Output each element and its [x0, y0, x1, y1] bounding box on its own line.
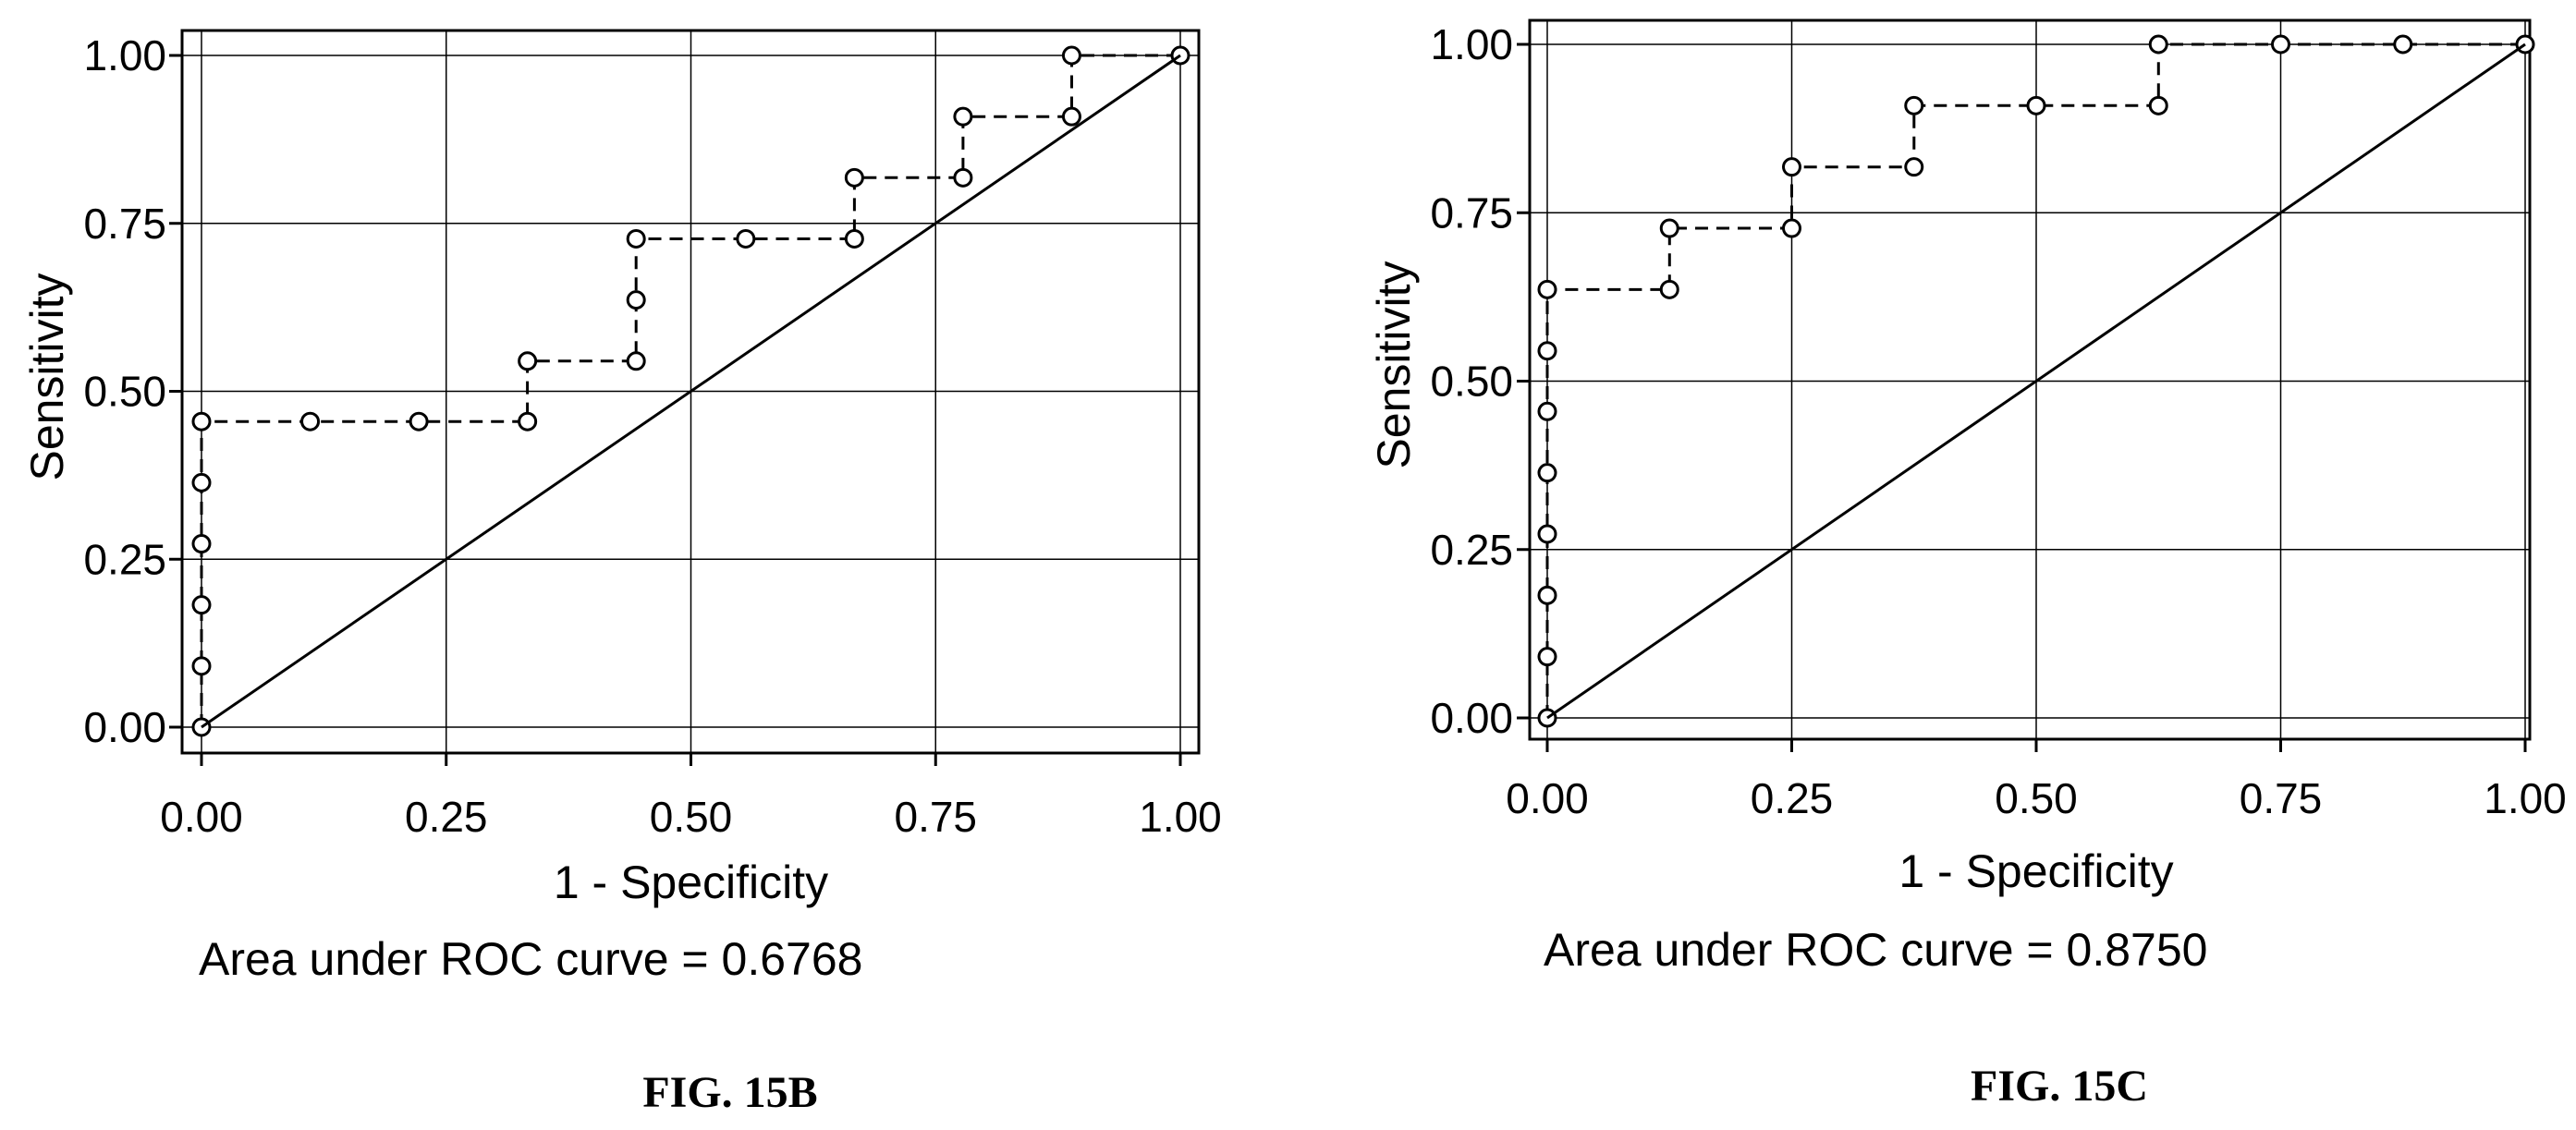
y-axis-title: Sensitivity — [21, 273, 73, 480]
y-tick-label: 1.00 — [1430, 20, 1513, 68]
roc-data-point — [736, 228, 756, 249]
y-tick-label: 0.50 — [1430, 358, 1513, 406]
roc-data-point — [191, 411, 212, 431]
auc-annotation: Area under ROC curve = 0.8750 — [1544, 924, 2207, 976]
roc-data-point — [191, 472, 212, 492]
roc-chart-15b: 0.00 0.25 0.50 0.75 1.00 0.00 0.25 0.50 0.75 1.00… — [21, 29, 1222, 1117]
roc-data-point — [844, 228, 864, 249]
x-tick-label: 0.25 — [1751, 774, 1834, 822]
roc-data-point — [1537, 647, 1557, 667]
auc-annotation: Area under ROC curve = 0.6768 — [199, 933, 862, 985]
x-tick-label: 0.75 — [2240, 774, 2323, 822]
y-tick-label: 0.25 — [83, 535, 166, 583]
roc-data-point — [1537, 279, 1557, 299]
roc-curve-line — [200, 54, 1180, 727]
figure-caption: FIG. 15C — [1971, 1062, 2148, 1111]
x-tick-label: 0.50 — [1995, 774, 2078, 822]
roc-data-point — [1061, 106, 1081, 127]
roc-data-point — [2393, 34, 2413, 55]
x-tick-label: 1.00 — [2484, 774, 2567, 822]
roc-chart-15c: 0.00 0.25 0.50 0.75 1.00 0.00 0.25 0.50 0.75 1.00… — [1368, 18, 2567, 1111]
roc-data-point — [1537, 401, 1557, 421]
roc-data-point — [1537, 585, 1557, 605]
roc-data-point — [953, 167, 973, 188]
plot-frame — [1528, 18, 2532, 741]
roc-data-point — [626, 351, 646, 371]
roc-curve-line — [1545, 43, 2525, 718]
roc-data-point — [1659, 218, 1679, 238]
reference-diagonal-line — [201, 54, 1181, 729]
roc-data-point — [626, 228, 646, 249]
roc-data-point — [2026, 95, 2046, 115]
roc-data-point — [1537, 463, 1557, 483]
roc-data-point — [1782, 157, 1801, 177]
x-tick-label: 0.75 — [894, 793, 977, 841]
y-tick-label: 0.00 — [1430, 694, 1513, 742]
roc-data-point — [1061, 45, 1081, 66]
x-tick-label: 0.00 — [160, 793, 243, 841]
roc-data-point — [300, 411, 321, 431]
roc-data-point — [191, 595, 212, 615]
roc-data-point — [2148, 95, 2168, 115]
figure-caption: FIG. 15B — [642, 1068, 817, 1117]
x-tick-label: 1.00 — [1139, 793, 1222, 841]
roc-data-point — [1904, 95, 1924, 115]
roc-data-point — [1782, 218, 1801, 238]
y-tick-label: 0.00 — [83, 703, 166, 751]
y-tick-label: 0.75 — [83, 200, 166, 248]
x-tick-label: 0.25 — [405, 793, 488, 841]
x-tick-label: 0.50 — [650, 793, 733, 841]
roc-data-point — [844, 167, 864, 188]
roc-data-point — [518, 411, 538, 431]
x-tick-label: 0.00 — [1506, 774, 1589, 822]
roc-data-point — [626, 290, 646, 310]
roc-data-point — [2271, 34, 2290, 55]
y-tick-label: 1.00 — [83, 31, 166, 79]
roc-data-point — [1659, 279, 1679, 299]
x-axis-title: 1 - Specificity — [554, 857, 828, 908]
y-tick-label: 0.50 — [83, 368, 166, 416]
roc-data-point — [1537, 341, 1557, 361]
y-tick-label: 0.25 — [1430, 526, 1513, 574]
roc-data-point — [409, 411, 429, 431]
x-axis-title: 1 - Specificity — [1898, 845, 2173, 897]
reference-diagonal-line — [1546, 43, 2526, 720]
roc-data-point — [191, 534, 212, 554]
roc-data-point — [2148, 34, 2168, 55]
y-axis-title: Sensitivity — [1368, 261, 1420, 468]
roc-data-point — [1537, 524, 1557, 544]
roc-data-point — [191, 656, 212, 676]
y-tick-label: 0.75 — [1430, 188, 1513, 237]
roc-data-point — [953, 106, 973, 127]
roc-data-point — [518, 351, 538, 371]
roc-data-point — [1904, 157, 1924, 177]
